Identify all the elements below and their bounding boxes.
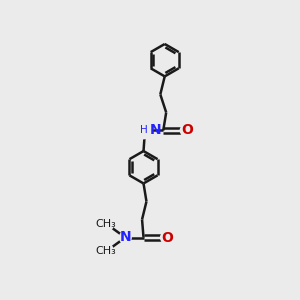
Circle shape bbox=[98, 243, 113, 258]
Circle shape bbox=[98, 217, 113, 232]
Circle shape bbox=[160, 231, 174, 244]
Circle shape bbox=[119, 232, 131, 243]
Text: CH₃: CH₃ bbox=[95, 219, 116, 229]
Circle shape bbox=[135, 122, 152, 139]
Circle shape bbox=[180, 124, 193, 137]
Text: N: N bbox=[119, 230, 131, 244]
Text: O: O bbox=[181, 123, 193, 137]
Text: CH₃: CH₃ bbox=[95, 246, 116, 256]
Text: N: N bbox=[149, 123, 161, 137]
Text: H: H bbox=[140, 125, 147, 135]
Text: O: O bbox=[161, 230, 173, 244]
